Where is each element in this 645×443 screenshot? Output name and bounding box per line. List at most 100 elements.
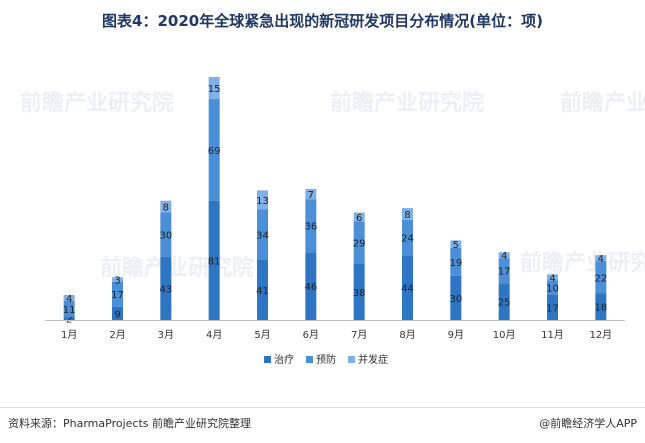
data-label: 6 bbox=[356, 213, 362, 224]
watermark-layer: 前瞻产业研究院前瞻产业研究院前瞻产业研究院前瞻产业研究院前瞻产业研究院 bbox=[20, 90, 645, 281]
watermark-text: 前瞻产业研究院 bbox=[560, 90, 645, 116]
bar-segment-treatment bbox=[595, 293, 607, 320]
bar-segment-prevention bbox=[112, 281, 123, 307]
x-tick-label: 8月 bbox=[399, 329, 415, 341]
data-label: 8 bbox=[404, 210, 410, 221]
bar-segment-complication bbox=[547, 274, 558, 281]
data-label: 44 bbox=[401, 284, 414, 295]
bar-segment-complication bbox=[353, 212, 365, 222]
data-label: 81 bbox=[208, 256, 221, 267]
bar-segment-complication bbox=[450, 240, 462, 248]
bar-layer: 2114917343308816915413413463673829644248… bbox=[63, 76, 607, 326]
data-label: 34 bbox=[256, 231, 269, 242]
legend-swatch bbox=[264, 356, 271, 363]
bar-segment-prevention bbox=[208, 99, 220, 201]
bar-segment-complication bbox=[160, 200, 172, 213]
bar-segment-complication bbox=[257, 190, 268, 210]
legend-swatch bbox=[348, 356, 355, 363]
legend: 治疗 预防 并发症 bbox=[264, 353, 388, 366]
source-note: 资料来源：PharmaProjects 前瞻产业研究院整理 bbox=[8, 417, 251, 430]
bar-segment-prevention bbox=[305, 199, 317, 253]
data-label: 38 bbox=[353, 288, 366, 299]
bar-segment-treatment bbox=[547, 294, 558, 320]
data-label: 17 bbox=[498, 267, 511, 278]
bar-segment-treatment bbox=[498, 283, 510, 320]
data-label: 17 bbox=[111, 290, 124, 301]
bar-segment-complication bbox=[498, 252, 510, 259]
data-label: 18 bbox=[594, 303, 607, 314]
bar-segment-complication bbox=[208, 76, 220, 100]
x-tick-label: 1月 bbox=[61, 329, 77, 341]
legend-label: 治疗 bbox=[274, 353, 294, 366]
data-label: 15 bbox=[208, 84, 221, 95]
data-label: 36 bbox=[304, 222, 317, 233]
data-label: 19 bbox=[449, 258, 462, 269]
bar-segment-complication bbox=[595, 255, 607, 262]
bar-segment-complication bbox=[112, 277, 123, 282]
data-label: 11 bbox=[63, 305, 76, 316]
x-tick-label: 3月 bbox=[158, 329, 174, 341]
x-tick-label: 10月 bbox=[493, 329, 516, 341]
x-tick-label: 4月 bbox=[206, 329, 222, 341]
data-label: 4 bbox=[549, 273, 555, 284]
bar-segment-treatment bbox=[450, 275, 462, 320]
data-label: 30 bbox=[449, 294, 462, 305]
data-label: 30 bbox=[159, 231, 172, 242]
data-label: 17 bbox=[546, 303, 559, 314]
x-tick-label: 5月 bbox=[254, 329, 270, 341]
legend-swatch bbox=[306, 356, 313, 363]
bar-segment-treatment bbox=[160, 256, 172, 320]
bar-segment-treatment bbox=[112, 306, 123, 320]
bar-segment-prevention bbox=[402, 219, 413, 256]
bar-segment-prevention bbox=[547, 280, 558, 295]
bar-segment-treatment bbox=[63, 317, 75, 320]
bar-segment-treatment bbox=[402, 255, 413, 320]
data-label: 7 bbox=[308, 190, 314, 201]
brand-label: @前瞻经济学人APP bbox=[539, 417, 637, 430]
bar-segment-complication bbox=[63, 294, 75, 301]
data-label: 69 bbox=[208, 146, 221, 157]
chart-title: 图表4：2020年全球紧急出现的新冠研发项目分布情况(单位：项) bbox=[102, 12, 543, 30]
bar-segment-prevention bbox=[595, 261, 607, 294]
data-label: 3 bbox=[114, 275, 120, 286]
data-label: 13 bbox=[256, 196, 269, 207]
watermark-text: 前瞻产业研究院 bbox=[520, 250, 645, 276]
data-label: 25 bbox=[498, 298, 511, 309]
data-label: 24 bbox=[401, 234, 414, 245]
bar-segment-treatment bbox=[305, 252, 317, 320]
watermark-text: 前瞻产业研究院 bbox=[20, 90, 174, 116]
legend-label: 预防 bbox=[316, 353, 336, 366]
x-tick-label: 12月 bbox=[589, 329, 612, 341]
x-tick-label: 6月 bbox=[303, 329, 319, 341]
data-label: 22 bbox=[594, 273, 607, 284]
data-label: 10 bbox=[546, 284, 559, 295]
bar-segment-treatment bbox=[208, 200, 220, 320]
data-label: 43 bbox=[159, 284, 172, 295]
x-tick-label: 2月 bbox=[109, 329, 125, 341]
legend-label: 并发症 bbox=[358, 353, 388, 366]
bar-segment-prevention bbox=[63, 300, 75, 318]
footer-divider bbox=[0, 407, 645, 408]
data-label: 9 bbox=[114, 309, 120, 320]
bar-segment-treatment bbox=[257, 259, 268, 320]
data-label: 29 bbox=[353, 239, 366, 250]
watermark-text: 前瞻产业研究院 bbox=[100, 255, 254, 281]
bar-segment-treatment bbox=[353, 264, 365, 320]
data-label: 46 bbox=[304, 282, 317, 293]
data-label: 5 bbox=[453, 240, 459, 251]
data-label: 4 bbox=[598, 254, 604, 265]
x-tick-label: 7月 bbox=[351, 329, 367, 341]
bar-segment-prevention bbox=[498, 258, 510, 284]
x-tick-labels: 1月 2月 3月 4月 5月 6月 7月 8月 9月 10月 11月 12月 bbox=[61, 329, 612, 341]
bar-segment-complication bbox=[402, 208, 413, 220]
bar-segment-prevention bbox=[257, 209, 268, 260]
watermark-text: 前瞻产业研究院 bbox=[330, 90, 484, 116]
bar-segment-prevention bbox=[353, 221, 365, 265]
bar-segment-prevention bbox=[160, 212, 172, 257]
data-label: 8 bbox=[163, 203, 169, 214]
bar-segment-complication bbox=[305, 188, 317, 200]
data-label: 4 bbox=[501, 251, 507, 262]
data-label: 4 bbox=[66, 294, 72, 305]
data-label: 41 bbox=[256, 286, 269, 297]
